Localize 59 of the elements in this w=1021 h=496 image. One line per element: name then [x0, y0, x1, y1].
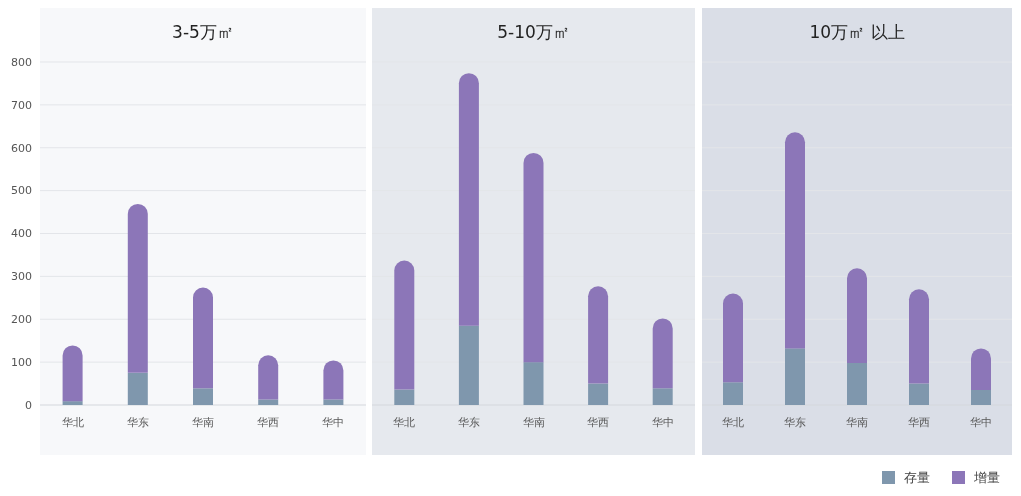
bar: [458, 73, 479, 326]
x-tick-label: 华西: [908, 416, 930, 429]
bar: [127, 372, 148, 405]
y-tick-label: 800: [11, 55, 32, 69]
bar: [523, 362, 544, 405]
bar: [394, 389, 415, 405]
x-tick-label: 华南: [846, 416, 868, 429]
bar: [652, 388, 673, 405]
bar: [723, 382, 743, 405]
chart-title: 5-10万㎡: [497, 22, 570, 42]
y-tick-label: 0: [25, 398, 32, 412]
bar: [323, 360, 344, 400]
bar: [971, 348, 991, 390]
bar: [785, 348, 805, 405]
legend-label: 增量: [973, 470, 1000, 485]
bar: [394, 260, 415, 390]
bar: [193, 388, 213, 405]
y-tick-label: 400: [11, 227, 32, 241]
bar: [785, 132, 805, 349]
bar: [258, 399, 279, 405]
bar: [909, 383, 929, 405]
chart-title: 3-5万㎡: [172, 22, 234, 42]
x-tick-label: 华中: [322, 416, 345, 429]
x-tick-label: 华南: [522, 416, 545, 429]
x-tick-label: 华北: [722, 416, 744, 429]
x-tick-label: 华北: [393, 416, 416, 429]
bar: [323, 399, 344, 405]
bar: [847, 268, 867, 363]
x-tick-label: 华南: [192, 416, 214, 429]
x-tick-label: 华中: [970, 416, 992, 429]
bar: [62, 345, 83, 402]
bar: [588, 383, 609, 405]
y-tick-label: 700: [11, 98, 32, 112]
y-tick-label: 100: [11, 355, 32, 369]
bar: [971, 389, 991, 405]
y-tick-label: 500: [11, 184, 32, 198]
bar: [193, 287, 213, 389]
y-tick-label: 200: [11, 313, 32, 327]
bar: [588, 286, 609, 384]
y-tick-label: 600: [11, 141, 32, 155]
y-tick-label: 300: [11, 270, 32, 284]
x-tick-label: 华中: [651, 416, 674, 429]
bar: [652, 318, 673, 389]
x-tick-label: 华东: [784, 416, 806, 429]
bar: [723, 293, 743, 383]
bar: [62, 401, 83, 405]
bar: [258, 355, 279, 400]
x-tick-label: 华东: [126, 416, 149, 429]
bar: [127, 203, 148, 373]
chart-title: 10万㎡ 以上: [809, 22, 905, 42]
bar: [909, 289, 929, 384]
bar: [458, 325, 479, 405]
bar: [847, 362, 867, 405]
x-tick-label: 华西: [587, 416, 610, 429]
bar: [523, 152, 544, 363]
x-tick-label: 华北: [61, 416, 84, 429]
legend-label: 存量: [904, 470, 930, 485]
x-tick-label: 华西: [257, 416, 280, 429]
x-tick-label: 华东: [457, 416, 480, 429]
